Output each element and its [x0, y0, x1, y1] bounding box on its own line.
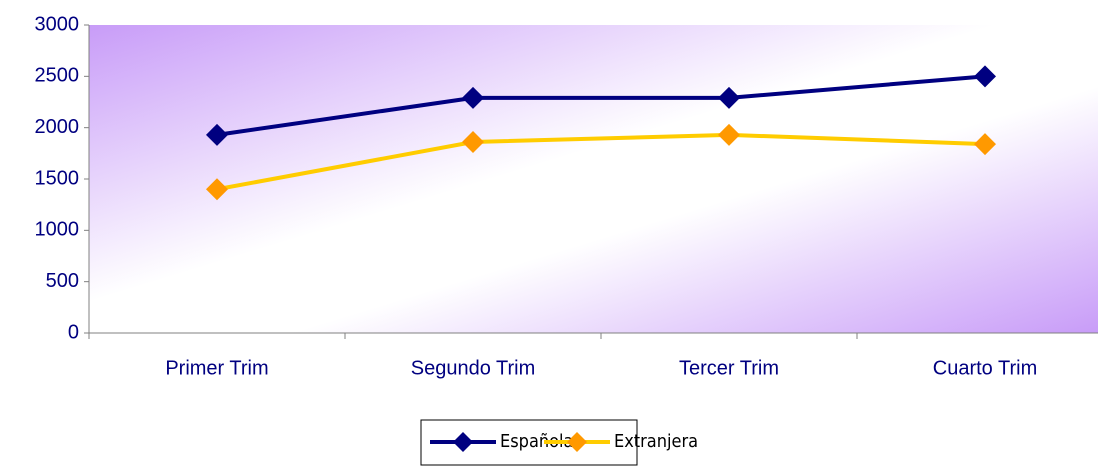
y-tick-label: 500: [46, 270, 79, 292]
marker: [206, 123, 228, 146]
legend-marker: [567, 432, 587, 452]
x-tick-label: Cuarto Trim: [933, 357, 1037, 379]
y-tick-label: 3000: [35, 13, 80, 35]
marker: [974, 65, 996, 88]
y-tick-label: 0: [68, 321, 79, 343]
series-line: [216, 132, 986, 192]
marker: [462, 131, 484, 154]
x-tick-label: Tercer Trim: [679, 357, 779, 379]
legend-label: Española: [500, 431, 573, 452]
plot-area: [89, 25, 1098, 333]
y-tick-label: 2500: [35, 65, 80, 87]
marker: [718, 123, 740, 146]
y-tick-label: 2000: [35, 116, 80, 138]
x-tick-label: Primer Trim: [165, 357, 268, 379]
marker: [718, 86, 740, 109]
x-tick-label: Segundo Trim: [411, 357, 536, 379]
marker: [462, 86, 484, 109]
legend-marker: [453, 432, 473, 452]
marker: [206, 178, 228, 201]
y-tick-label: 1500: [35, 167, 80, 189]
series-line: [216, 74, 986, 137]
marker: [974, 133, 996, 156]
y-tick-label: 1000: [35, 219, 80, 241]
legend-label: Extranjera: [614, 431, 698, 452]
